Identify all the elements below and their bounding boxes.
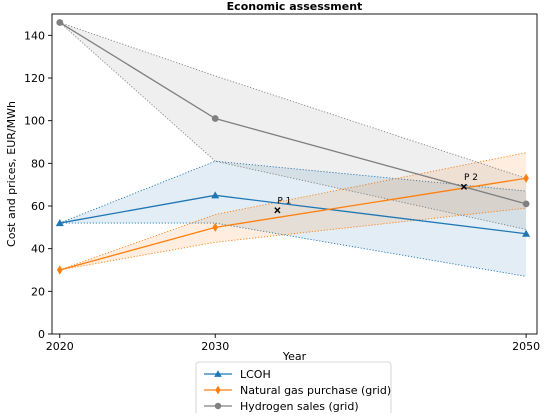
hydrogen-sales-grid-band-upper — [59, 22, 527, 179]
natural-gas-purchase-grid-point-2020 — [56, 265, 63, 275]
lcoh-point-2020 — [55, 219, 64, 227]
annotation-marker-1 — [274, 207, 281, 214]
legend: LCOH Natural gas purchase (grid) Hydrogen … — [195, 361, 392, 417]
annotation-label-2: P 2 — [464, 173, 478, 183]
natural-gas-purchase-grid-band — [59, 152, 527, 270]
lcoh-band — [59, 161, 527, 277]
annotation-marker-2 — [460, 183, 468, 190]
x-tick-label: 2030 — [201, 340, 229, 353]
natural-gas-purchase-grid-band-upper — [59, 152, 527, 271]
annotations: P 1 P 2 — [274, 173, 478, 214]
legend-label: LCOH — [240, 368, 271, 381]
y-tick-label: 120 — [24, 72, 45, 85]
y-axis-label: Cost and prices, EUR/MWh — [5, 101, 18, 247]
hydrogen-sales-grid-point-2020 — [56, 19, 64, 26]
x-axis-label: Year — [282, 350, 307, 363]
lcoh-point-2050 — [522, 229, 531, 237]
natural-gas-purchase-grid-point-2050 — [523, 173, 529, 183]
hydrogen-sales-grid-point-2030 — [211, 115, 219, 122]
x-tick-label: 2020 — [46, 340, 74, 353]
legend-entry-natural-gas-purchase-grid: Natural gas purchase (grid) — [204, 384, 391, 397]
x-tick-label: 2050 — [512, 340, 540, 353]
legend-label: Natural gas purchase (grid) — [240, 384, 391, 397]
natural-gas-purchase-grid-point-2030 — [212, 222, 219, 232]
series-markers — [55, 19, 531, 275]
annotation-label-1: P 1 — [277, 196, 291, 206]
y-tick-label: 20 — [31, 285, 45, 298]
chart-title: Economic assessment — [227, 0, 363, 13]
legend-label: Hydrogen sales (grid) — [240, 400, 359, 413]
y-tick-label: 60 — [31, 200, 45, 213]
legend-marker — [215, 385, 221, 395]
legend-entry-hydrogen-sales-grid: Hydrogen sales (grid) — [204, 400, 359, 413]
legend-marker — [214, 370, 222, 377]
axes: 0 20 40 60 80 100 120 140 2020 2030 2050 — [24, 29, 540, 353]
hydrogen-sales-grid-band-lower — [59, 22, 527, 230]
y-tick-label: 100 — [24, 115, 45, 128]
confidence-bands — [59, 22, 527, 277]
legend-entry-lcoh: LCOH — [204, 368, 271, 381]
lcoh-band-lower — [59, 222, 527, 277]
legend-box — [195, 361, 392, 417]
hydrogen-sales-grid-band — [59, 22, 527, 230]
y-tick-label: 0 — [38, 328, 45, 341]
y-tick-label: 40 — [31, 243, 45, 256]
hydrogen-sales-grid-point-2050 — [522, 200, 530, 208]
legend-marker — [214, 402, 222, 410]
natural-gas-purchase-grid-band-lower — [59, 207, 527, 271]
y-tick-label: 80 — [31, 157, 45, 170]
lcoh-band-upper — [59, 160, 527, 224]
lcoh-point-2030 — [211, 191, 220, 199]
plot-area-frame — [51, 13, 538, 335]
y-tick-label: 140 — [24, 29, 45, 42]
